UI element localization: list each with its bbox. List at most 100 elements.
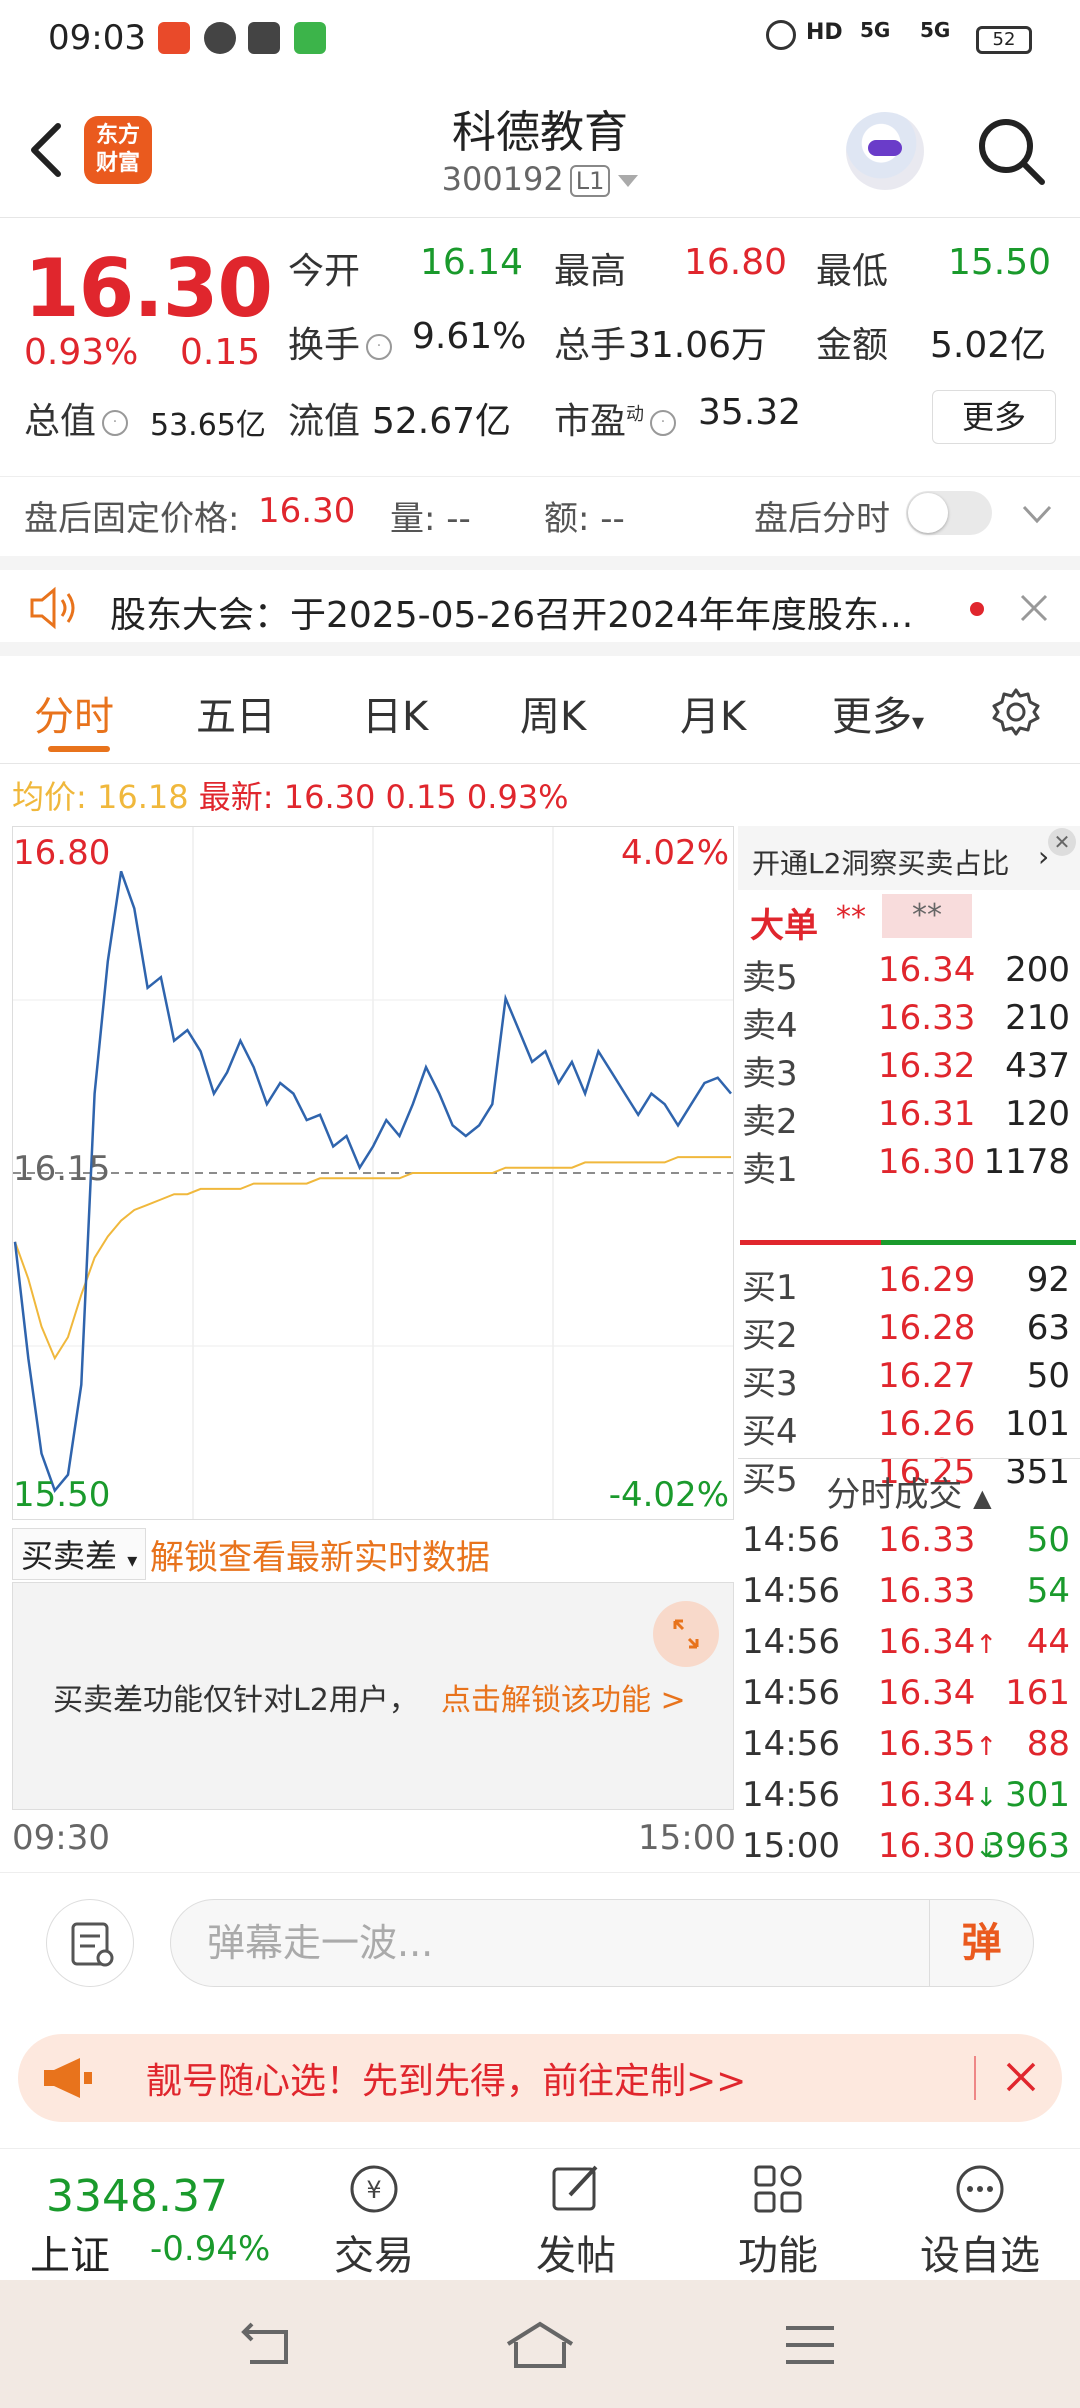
ask-level-label: 卖5 xyxy=(742,958,798,998)
stock-code-line[interactable]: 300192 L1 xyxy=(0,160,1080,198)
status-bar: 09:03 HD 5G 5G 52 xyxy=(0,0,1080,80)
close-icon[interactable]: ✕ xyxy=(1048,828,1076,856)
active-tab-indicator xyxy=(48,746,110,752)
trade-row: 14:56 16.35↑ 88 xyxy=(738,1724,1080,1772)
after-hours-amount: 额: -- xyxy=(544,499,625,539)
info-icon[interactable]: · xyxy=(366,334,393,360)
trade-price: 16.34 xyxy=(878,1673,976,1713)
after-hours-toggle[interactable] xyxy=(906,491,992,535)
unread-dot xyxy=(970,602,984,616)
quote-panel: 16.30 0.93% 0.15 今开 16.14 最高 16.80 最低 15… xyxy=(0,220,1080,460)
avg-price-line xyxy=(14,1156,731,1361)
close-icon[interactable] xyxy=(1018,592,1050,624)
trades-header[interactable]: 分时成交 ▲ xyxy=(738,1458,1080,1515)
intraday-chart[interactable]: 16.80 4.02% 16.15 15.50 -4.02% xyxy=(12,826,734,1520)
last-change: 0.15 xyxy=(385,778,457,816)
info-icon[interactable]: · xyxy=(650,410,677,436)
play-notification-icon xyxy=(204,22,236,54)
ask-level-label: 卖1 xyxy=(742,1150,798,1190)
x-axis-end: 15:00 xyxy=(638,1818,736,1858)
l2-unlock-link[interactable]: 点击解锁该功能 > xyxy=(441,1683,686,1718)
tab-monthly-k[interactable]: 月K xyxy=(680,694,747,740)
price-line xyxy=(13,870,732,1493)
float-cap-value: 52.67亿 xyxy=(372,401,512,442)
search-icon[interactable] xyxy=(972,112,1052,192)
more-dots-icon xyxy=(956,2165,1004,2213)
last-pct: 0.93% xyxy=(466,778,569,816)
tab-five-day[interactable]: 五日 xyxy=(196,694,276,740)
high-value: 16.80 xyxy=(684,242,788,283)
tab-intraday[interactable]: 分时 xyxy=(34,694,114,740)
y-axis-top-pct: 4.02% xyxy=(620,833,729,873)
nav-add-watchlist[interactable]: 设自选 xyxy=(910,2159,1050,2281)
trade-volume: 44 xyxy=(1026,1622,1070,1662)
order-book-panel: 开通L2洞察买卖占比 › ✕ 大单 ** ** 卖5 16.34 200 卖4 16.3… xyxy=(738,826,1080,1870)
trade-time: 15:00 xyxy=(742,1826,840,1866)
bid-price: 16.27 xyxy=(878,1356,976,1396)
ask-volume: 1178 xyxy=(983,1142,1070,1182)
comment-bar: 弹幕走一波... 弹 xyxy=(0,1872,1080,2012)
float-cap-label: 流值 xyxy=(288,401,361,442)
trade-row: 14:56 16.34↑ 44 xyxy=(738,1622,1080,1670)
pe-label: 市盈动 · xyxy=(554,392,682,444)
trade-volume: 50 xyxy=(1026,1520,1070,1560)
danmu-input[interactable]: 弹幕走一波... 弹 xyxy=(170,1899,1034,1987)
bid-row: 买1 16.29 92 xyxy=(738,1260,1080,1308)
amount-value: 5.02亿 xyxy=(930,325,1047,366)
edit-icon xyxy=(552,2165,598,2211)
tab-weekly-k[interactable]: 周K xyxy=(520,694,587,740)
tab-daily-k[interactable]: 日K xyxy=(362,694,429,740)
nav-trade[interactable]: ¥ 交易 xyxy=(304,2159,444,2281)
unlock-link[interactable]: 解锁查看最新实时数据 xyxy=(150,1538,490,1578)
bid-row: 买4 16.26 101 xyxy=(738,1404,1080,1452)
settings-gear-icon[interactable] xyxy=(990,686,1042,738)
trade-time: 14:56 xyxy=(742,1571,840,1611)
danmu-send-button[interactable]: 弹 xyxy=(929,1900,1033,1986)
home-icon[interactable] xyxy=(504,2320,576,2370)
menu-icon[interactable] xyxy=(782,2322,838,2368)
expand-icon[interactable] xyxy=(653,1601,719,1667)
trade-time: 14:56 xyxy=(742,1673,840,1713)
signal-icon: 5G xyxy=(920,18,951,42)
back-icon[interactable] xyxy=(236,2322,296,2368)
danmu-placeholder: 弹幕走一波... xyxy=(207,1921,434,1965)
indicator-dropdown[interactable]: 买卖差 ▾ xyxy=(12,1528,147,1580)
y-axis-top-label: 16.80 xyxy=(13,833,111,873)
announcement-bar[interactable]: 股东大会：于2025-05-26召开2024年年度股东... xyxy=(0,556,1080,656)
app-logo[interactable]: 东方 财富 xyxy=(84,116,152,184)
hd-icon: HD xyxy=(806,20,843,45)
nav-functions[interactable]: 功能 xyxy=(708,2159,848,2281)
info-icon[interactable]: · xyxy=(102,410,129,436)
index-ticker[interactable]: 3348.37 上证 -0.94% xyxy=(0,2149,270,2279)
tab-more[interactable]: 更多▾ xyxy=(832,694,925,740)
more-button[interactable]: 更多 xyxy=(932,390,1056,444)
bid-level-label: 买4 xyxy=(742,1412,798,1452)
trade-time: 14:56 xyxy=(742,1724,840,1764)
last-value: 16.30 xyxy=(283,778,376,816)
close-icon[interactable] xyxy=(1004,2060,1038,2094)
amount-label: 金额 xyxy=(816,325,889,366)
stock-header: 东方 财富 科德教育 300192 L1 xyxy=(0,82,1080,218)
last-label: 最新: xyxy=(198,778,274,816)
ask-price: 16.31 xyxy=(878,1094,976,1134)
trade-row: 14:56 16.33 50 xyxy=(738,1520,1080,1568)
open-value: 16.14 xyxy=(420,242,524,283)
intraday-chart-svg xyxy=(13,827,733,1519)
chevron-down-icon[interactable] xyxy=(1020,497,1054,531)
low-label: 最低 xyxy=(816,251,889,292)
robot-assistant-avatar[interactable] xyxy=(846,112,924,190)
promo-banner[interactable]: 靓号随心选！先到先得，前往定制>> xyxy=(18,2034,1062,2122)
system-nav-bar xyxy=(0,2280,1080,2408)
comment-list-icon[interactable] xyxy=(46,1899,134,1987)
ask-row: 卖2 16.31 120 xyxy=(738,1094,1080,1142)
nav-post[interactable]: 发帖 xyxy=(506,2159,646,2281)
trade-icon: ¥ xyxy=(350,2165,398,2213)
big-order-value-masked: ** xyxy=(882,894,972,938)
sub-chart-header: 买卖差 ▾ 解锁查看最新实时数据 xyxy=(12,1524,734,1580)
ask-row: 卖3 16.32 437 xyxy=(738,1046,1080,1094)
l2-promo[interactable]: 开通L2洞察买卖占比 › ✕ xyxy=(738,826,1080,890)
trade-price: 16.35↑ xyxy=(878,1724,998,1764)
signal-icon: 5G xyxy=(860,18,891,42)
grid-icon xyxy=(754,2165,802,2213)
back-arrow-icon[interactable] xyxy=(22,118,70,182)
